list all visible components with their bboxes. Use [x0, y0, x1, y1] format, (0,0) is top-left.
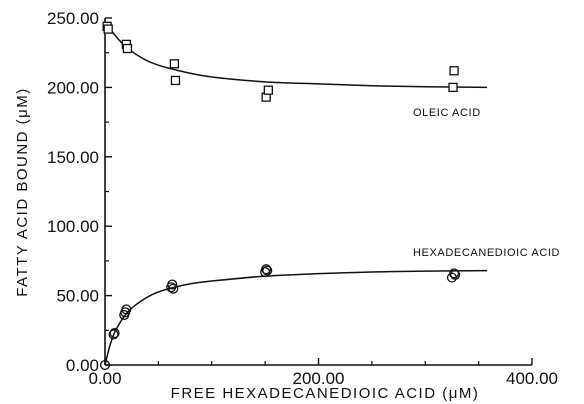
plot-area: 0.00 50.00 100.00 150.00 200.00 250.00 0.00 200…	[47, 9, 558, 388]
y-tick-label: 0.00	[66, 356, 99, 375]
oleic-acid-point	[449, 66, 459, 76]
axis-ticks	[104, 17, 533, 366]
x-tick-label: 200.00	[293, 369, 345, 388]
hexadecanedioic-acid-point	[121, 304, 132, 315]
hexadecanedioic-acid-point	[261, 264, 272, 275]
oleic-acid-point	[122, 43, 133, 54]
hexadecanedioic-acid-point	[109, 328, 120, 339]
oleic-acid-point	[103, 24, 113, 34]
x-tick-label: 400.00	[506, 369, 558, 388]
data-markers	[99, 21, 461, 371]
x-axis-title: FREE HEXADECANEDIOIC ACID (μM)	[171, 385, 480, 402]
hexadecanedioic-acid-fit-curve	[104, 269, 488, 366]
y-tick-label: 250.00	[47, 9, 99, 28]
oleic-acid-fit-curve	[104, 21, 488, 89]
x-tick-label: 0.00	[88, 369, 121, 388]
y-tick-label: 100.00	[47, 217, 99, 236]
hexadecanedioic-acid-point	[168, 283, 179, 294]
hexadecanedioic-acid-point	[449, 268, 460, 279]
oleic-acid-point	[170, 75, 181, 86]
y-axis-title: FATTY ACID BOUND (μM)	[14, 87, 31, 297]
hexadecanedioic-acid-point	[108, 329, 119, 340]
series-label-oleic-acid: OLEIC ACID	[413, 107, 481, 119]
hexadecanedioic-acid-point	[99, 359, 111, 371]
tick-labels: 0.00 50.00 100.00 150.00 200.00 250.00 0.00 200…	[47, 9, 558, 388]
hexadecanedioic-acid-point	[450, 269, 461, 280]
y-tick-label: 200.00	[47, 78, 99, 97]
hexadecanedioic-acid-point	[167, 279, 178, 290]
hexadecanedioic-acid-point	[262, 265, 273, 276]
oleic-acid-point	[263, 85, 273, 95]
oleic-acid-point	[169, 59, 180, 69]
series-label-hexadecanedioic-acid: HEXADECANEDIOIC ACID	[413, 247, 560, 259]
y-tick-label: 50.00	[56, 287, 99, 306]
fit-curves	[104, 21, 488, 366]
oleic-acid-point	[448, 82, 458, 93]
y-tick-label: 150.00	[47, 148, 99, 167]
